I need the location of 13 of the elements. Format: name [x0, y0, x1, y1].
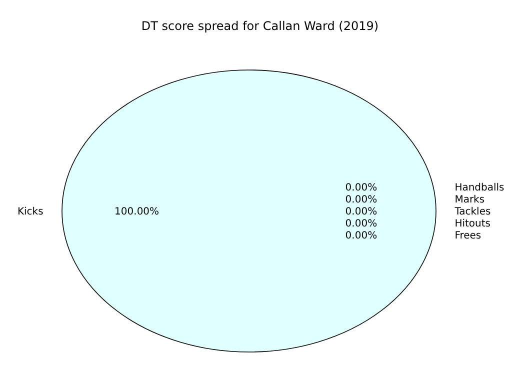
text: 0.00%	[345, 206, 378, 218]
data-label: 100.00%	[114, 206, 160, 218]
text: 0.00%	[345, 218, 378, 230]
text: 0.00%	[345, 182, 378, 194]
category-label: Marks	[454, 194, 485, 206]
category-label: Handballs	[454, 182, 504, 194]
category-label: Tackles	[454, 206, 491, 218]
category-label: Frees	[454, 230, 482, 242]
text: 0.00%	[345, 230, 378, 242]
text: 0.00%	[345, 194, 378, 206]
chart-title: DT score spread for Callan Ward (2019)	[141, 19, 379, 33]
slice-label: Kicks	[17, 206, 44, 218]
category-label: Hitouts	[454, 218, 491, 230]
